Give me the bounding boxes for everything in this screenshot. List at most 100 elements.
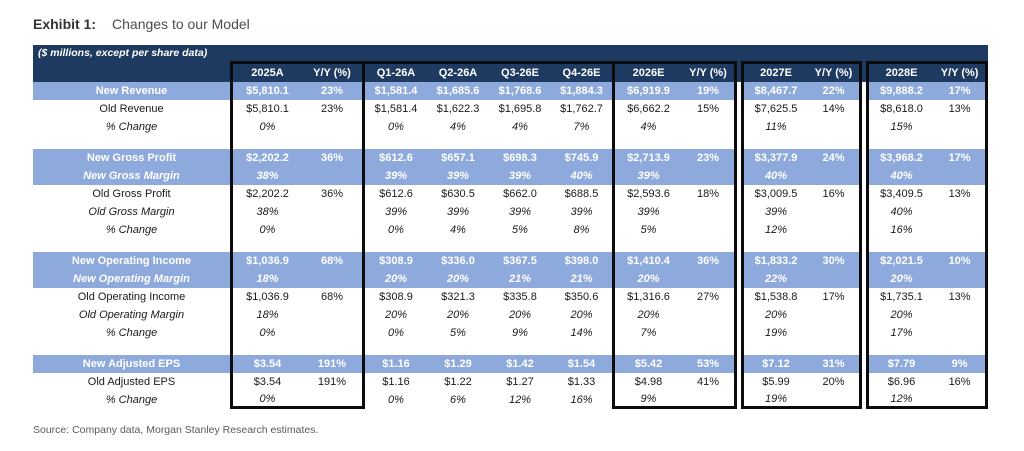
cell	[427, 239, 489, 252]
box-gap	[862, 118, 866, 136]
box-gap	[862, 324, 866, 342]
cell: 20%	[612, 270, 682, 288]
table-row: % Change 0% 0% 4% 5% 8% 5% 12% 16%	[33, 221, 989, 239]
cell: 22%	[808, 82, 862, 100]
cell: $3,009.5	[741, 185, 808, 203]
column-header: Q1-26A	[365, 61, 427, 82]
cell	[934, 391, 989, 409]
cell: 16%	[866, 221, 934, 239]
cell	[612, 342, 682, 355]
cell: 20%	[365, 270, 427, 288]
box-gap	[862, 391, 866, 409]
cell: $3.54	[230, 355, 302, 373]
cell: $662.0	[503, 188, 537, 200]
column-header: 2025A	[230, 61, 302, 82]
source-note: Source: Company data, Morgan Stanley Res…	[33, 424, 319, 436]
cell: $7.12	[741, 355, 808, 373]
box-gap	[862, 185, 866, 203]
cell	[682, 167, 737, 185]
box-gap	[862, 167, 866, 185]
box-gap	[737, 82, 741, 100]
cell: $1.27	[506, 376, 534, 388]
box-gap	[737, 61, 741, 82]
row-label	[33, 136, 230, 149]
cell: 20%	[866, 306, 934, 324]
box-gap	[737, 185, 741, 203]
cell: 23%	[682, 149, 737, 167]
cell: $1,622.3	[436, 103, 480, 115]
table-row: Old Adjusted EPS $3.54 191% $1.16 $1.22 $1.27…	[33, 373, 989, 391]
cell	[551, 136, 612, 149]
table-row: Old Operating Income $1,036.9 68% $308.9 $32…	[33, 288, 989, 306]
box-gap	[862, 61, 866, 82]
table-row: Old Operating Margin 18% 20% 20% 20% 20% 20% 20…	[33, 306, 989, 324]
cell: 30%	[808, 252, 862, 270]
cell: 39%	[612, 203, 682, 221]
cell	[682, 342, 737, 355]
cell: 39%	[427, 167, 489, 185]
cell: 22%	[741, 270, 808, 288]
cell: $2,202.2	[230, 185, 302, 203]
cell	[682, 118, 737, 136]
box-gap	[862, 270, 866, 288]
exhibit-title: Exhibit 1: Changes to our Model	[33, 16, 991, 32]
cell: $1,884.3	[551, 82, 612, 100]
cell	[302, 221, 365, 239]
box-gap	[862, 82, 866, 100]
row-label: % Change	[105, 327, 158, 339]
box-gap	[862, 373, 866, 391]
cell	[934, 324, 989, 342]
cell: 68%	[302, 252, 365, 270]
cell	[230, 342, 302, 355]
cell: 23%	[302, 100, 365, 118]
cell: $1,833.2	[741, 252, 808, 270]
cell: $350.6	[564, 291, 599, 303]
cell	[808, 167, 862, 185]
cell: 7%	[612, 324, 682, 342]
cell	[808, 239, 862, 252]
cell: 5%	[450, 327, 466, 339]
cell	[682, 221, 737, 239]
cell: $2,593.6	[612, 185, 682, 203]
row-label: Old Operating Margin	[78, 309, 185, 321]
report-page: Exhibit 1: Changes to our Model ($ millio…	[33, 16, 991, 436]
cell: $657.1	[427, 149, 489, 167]
cell	[612, 136, 682, 149]
cell: 10%	[934, 252, 989, 270]
cell: 11%	[741, 118, 808, 136]
cell: 9%	[934, 355, 989, 373]
section-spacer-row	[33, 136, 989, 149]
cell	[934, 136, 989, 149]
cell: $1,316.6	[612, 288, 682, 306]
cell	[302, 391, 365, 409]
cell: $5,810.1	[230, 82, 302, 100]
cell	[302, 270, 365, 288]
cell	[934, 342, 989, 355]
cell: $5,810.1	[230, 100, 302, 118]
cell: $612.6	[365, 149, 427, 167]
column-header: 2026E	[612, 61, 682, 82]
cell: $1.54	[551, 355, 612, 373]
cell: $1,735.1	[866, 288, 934, 306]
cell: $1.33	[567, 376, 596, 388]
box-gap	[737, 270, 741, 288]
cell	[934, 306, 989, 324]
cell	[682, 203, 737, 221]
cell: 17%	[808, 288, 862, 306]
cell	[302, 324, 365, 342]
cell	[866, 342, 934, 355]
box-gap	[737, 221, 741, 239]
section-spacer-row	[33, 342, 989, 355]
cell	[682, 239, 737, 252]
cell	[808, 136, 862, 149]
cell	[365, 342, 427, 355]
cell: $745.9	[551, 149, 612, 167]
cell	[934, 118, 989, 136]
cell: 20%	[866, 270, 934, 288]
row-label: Old Gross Margin	[88, 206, 175, 218]
cell	[934, 270, 989, 288]
cell: $1,762.7	[560, 103, 603, 115]
column-header: Y/Y (%)	[682, 61, 737, 82]
row-label: % Change	[105, 394, 158, 406]
column-header: Y/Y (%)	[934, 61, 989, 82]
